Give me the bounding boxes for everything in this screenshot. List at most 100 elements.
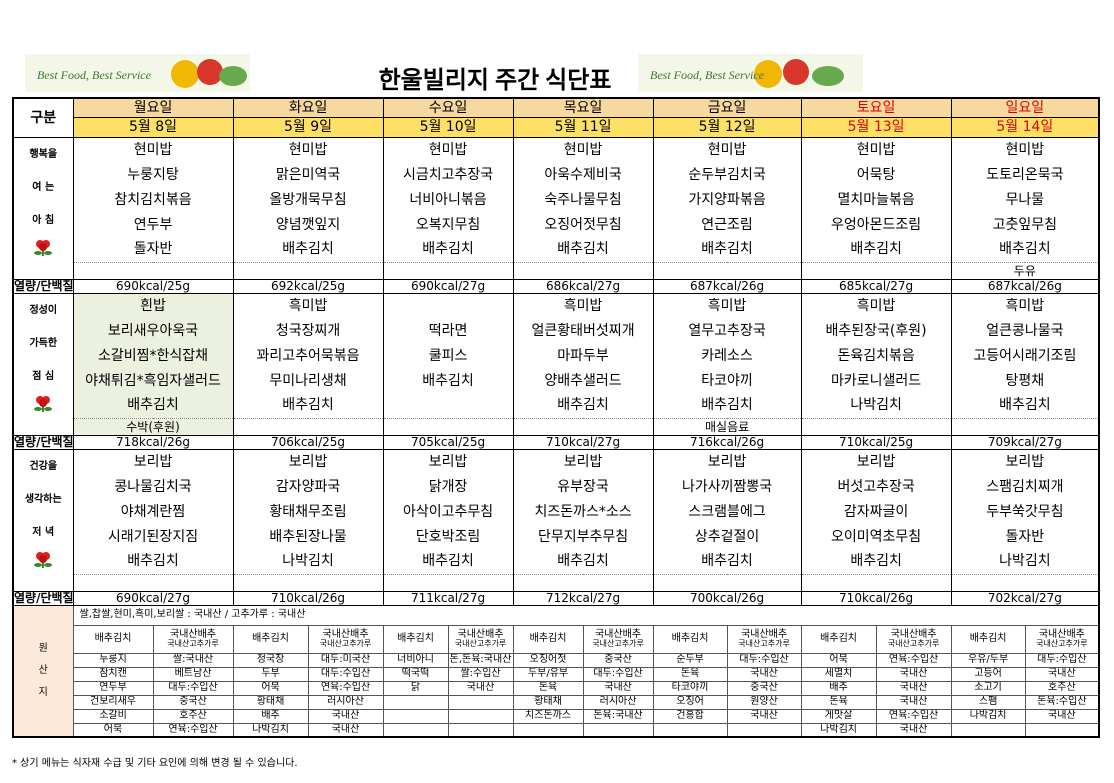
menu-item: 청국장찌개 bbox=[232, 318, 384, 343]
origin-header-line: 국내산배추 bbox=[890, 629, 937, 640]
origin-header-item: 배추김치 bbox=[652, 624, 728, 654]
menu-item: 배추김치 bbox=[382, 368, 514, 393]
menu-item: 얼큰콩나물국 bbox=[950, 318, 1100, 343]
table-row: 구분 월요일 화요일 수요일 목요일 금요일 토요일 일요일 bbox=[12, 97, 1100, 138]
table-row: 배추김치 국내산배추 국내산고추가루 배추김치 국내산배추 국내산고추가루 배추김치 국내산배… bbox=[13, 624, 1100, 654]
menu-item bbox=[382, 293, 514, 318]
menu-extra bbox=[950, 417, 1100, 435]
title: 한울빌리지 주간 식단표 bbox=[378, 68, 612, 94]
menu-item: 무나물 bbox=[950, 187, 1100, 212]
menu-item: 나박김치 bbox=[232, 549, 384, 574]
origin-cell: 돈육 bbox=[512, 680, 584, 696]
menu-extra bbox=[800, 261, 952, 279]
menu-item: 돈육김치볶음 bbox=[800, 343, 952, 368]
table-row bbox=[13, 573, 1100, 591]
table-row: 누룽지탕 맑은미역국 시금치고추장국 아욱수제비국 순두부김치국 어묵탕 도토리온묵국 bbox=[13, 162, 1100, 187]
menu-item: 꽈리고추어묵볶음 bbox=[232, 343, 384, 368]
menu-item: 멸치마늘볶음 bbox=[800, 187, 952, 212]
origin-cell: 너비아니 bbox=[382, 652, 449, 668]
kcal-value: 692kcal/25g bbox=[232, 278, 384, 294]
meal-label-line: 아 침 bbox=[32, 214, 55, 226]
origin-cell: 두부 bbox=[232, 666, 309, 682]
origin-header-origin: 국내산배추 국내산고추가루 bbox=[447, 624, 514, 654]
menu-item: 고춧잎무침 bbox=[950, 212, 1100, 237]
origin-cell bbox=[726, 722, 802, 738]
menu-extra bbox=[72, 573, 234, 591]
menu-item: 현미밥 bbox=[950, 137, 1100, 162]
meal-label-line: 행복을 bbox=[29, 148, 58, 160]
menu-item: 아삭이고추무침 bbox=[382, 499, 514, 524]
menu-item: 보리밥 bbox=[652, 449, 802, 474]
menu-extra bbox=[232, 417, 384, 435]
origin-cell: 오징어 bbox=[652, 694, 728, 710]
kcal-value: 690kcal/25g bbox=[72, 278, 234, 294]
kcal-value: 690kcal/27g bbox=[72, 590, 234, 606]
origin-header-item: 배추김치 bbox=[512, 624, 584, 654]
origin-cell bbox=[382, 722, 449, 738]
menu-item: 버섯고추장국 bbox=[800, 474, 952, 499]
origin-header-line: 국내산배추 bbox=[457, 629, 504, 640]
origin-header-item: 배추김치 bbox=[950, 624, 1026, 654]
origin-header-line: 국내산고추가루 bbox=[454, 639, 507, 648]
kcal-value: 709kcal/27g bbox=[950, 434, 1100, 450]
origin-cell: 대두:수입산 bbox=[152, 680, 234, 696]
menu-item: 감자짜글이 bbox=[800, 499, 952, 524]
origin-cell: 우유/두부 bbox=[950, 652, 1026, 668]
meal-label-line: 가득한 bbox=[29, 337, 58, 349]
menu-item: 마카로니샐러드 bbox=[800, 368, 952, 393]
kcal-value: 700kcal/26g bbox=[652, 590, 802, 606]
meal-label: 정성이 가득한 점 심 bbox=[12, 292, 74, 436]
menu-table: 구분 월요일 화요일 수요일 목요일 금요일 토요일 일요일 5월 8일 5월 9일 5월 10일 5… bbox=[12, 97, 1101, 738]
origin-cell: 나박김치 bbox=[950, 708, 1026, 724]
flower-icon bbox=[34, 239, 53, 256]
menu-extra: 두유 bbox=[950, 261, 1100, 279]
menu-item: 콩나물김치국 bbox=[72, 474, 234, 499]
menu-extra bbox=[382, 417, 514, 435]
origin-cell: 건홍합 bbox=[652, 708, 728, 724]
menu-item: 배추김치 bbox=[232, 393, 384, 418]
origin-cell: 러시아산 bbox=[307, 694, 384, 710]
menu-item: 가지양파볶음 bbox=[652, 187, 802, 212]
meal-label-line: 점 심 bbox=[32, 370, 55, 382]
menu-item: 배추김치 bbox=[800, 549, 952, 574]
menu-extra bbox=[382, 573, 514, 591]
menu-item: 상추겉절이 bbox=[652, 524, 802, 549]
origin-header-item: 배추김치 bbox=[72, 624, 154, 654]
table-row: 연두부 대두:수입산 어묵 연육:수입산 닭 국내산 돈육 국내산 타코야끼 중국산 배추 국내산 소고… bbox=[13, 680, 1100, 696]
menu-item: 배추김치 bbox=[652, 393, 802, 418]
origin-cell: 청국장 bbox=[232, 652, 309, 668]
menu-item: 쿨피스 bbox=[382, 343, 514, 368]
menu-item: 현미밥 bbox=[382, 137, 514, 162]
meal-label-line: 생각하는 bbox=[24, 493, 62, 505]
origin-cell: 국내산 bbox=[726, 708, 802, 724]
menu-item: 보리밥 bbox=[950, 449, 1100, 474]
menu-item: 보리밥 bbox=[800, 449, 952, 474]
meal-label-line: 여 는 bbox=[32, 181, 55, 193]
origin-cell: 원양산 bbox=[726, 694, 802, 710]
table-row: 시래기된장지짐 배추된장나물 단호박조림 단무지부추무침 상추겉절이 오이미역초무침 돌자반 bbox=[13, 524, 1100, 549]
table-row: 건강을 생각하는 저 녁 보리밥 보리밥 보리밥 보리밥 보리밥 보리밥 보리밥 bbox=[12, 448, 1100, 592]
kcal-value: 712kcal/27g bbox=[512, 590, 654, 606]
origin-cell: 국내산 bbox=[307, 722, 384, 738]
menu-item: 타코야끼 bbox=[652, 368, 802, 393]
menu-item: 보리밥 bbox=[232, 449, 384, 474]
day-date: 5월 11일 bbox=[512, 116, 654, 138]
menu-item: 순두부김치국 bbox=[652, 162, 802, 187]
origin-cell: 돈,돈육:국내산 bbox=[447, 652, 514, 668]
origin-cell bbox=[652, 722, 728, 738]
origin-cell: 황태채 bbox=[232, 694, 309, 710]
origin-cell: 국내산 bbox=[307, 708, 384, 724]
origin-cell bbox=[1024, 722, 1100, 738]
day-date: 5월 14일 bbox=[950, 116, 1100, 138]
origin-cell: 쌀:수입산 bbox=[447, 666, 514, 682]
menu-item: 오복지무침 bbox=[382, 212, 514, 237]
menu-item bbox=[382, 393, 514, 418]
origin-cell: 돈육:국내산 bbox=[582, 708, 654, 724]
menu-item: 얼큰황태버섯찌개 bbox=[512, 318, 654, 343]
banner-text: Best Food, Best Service bbox=[37, 68, 151, 82]
origin-cell: 국내산 bbox=[726, 666, 802, 682]
kcal-value: 711kcal/27g bbox=[382, 590, 514, 606]
menu-item: 오이미역초무침 bbox=[800, 524, 952, 549]
kcal-label: 열량/단백질 bbox=[12, 590, 74, 606]
menu-item: 도토리온묵국 bbox=[950, 162, 1100, 187]
